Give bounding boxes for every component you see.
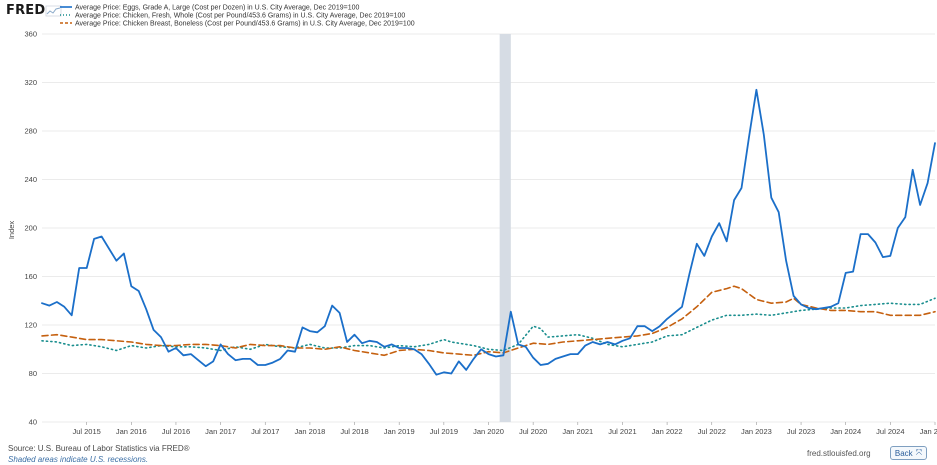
- y-tick-360: 360: [24, 30, 37, 39]
- series-eggs-line: [41, 88, 936, 376]
- fred-logo-text: FRED: [6, 3, 46, 18]
- y-tick-40: 40: [29, 418, 37, 427]
- x-tick-label: Jul 2018: [340, 427, 368, 436]
- x-tick-label: Jul 2022: [698, 427, 726, 436]
- expand-icon: ⤧: [915, 448, 923, 457]
- x-tick-label: Jan 2016: [116, 427, 147, 436]
- x-tick-label: Jul 2021: [608, 427, 636, 436]
- source-note: Source: U.S. Bureau of Labor Statistics …: [8, 444, 190, 453]
- x-tick-label: Jan 2025: [920, 427, 937, 436]
- back-label: Back: [894, 448, 913, 458]
- fred-url[interactable]: fred.stlouisfed.org: [807, 449, 871, 458]
- x-tick-label: Jan 2023: [741, 427, 772, 436]
- y-tick-80: 80: [29, 369, 37, 378]
- x-tick-label: Jan 2024: [830, 427, 861, 436]
- recession-band: [499, 34, 511, 422]
- y-tick-160: 160: [24, 272, 37, 281]
- x-tick-label: Jan 2022: [652, 427, 683, 436]
- x-tick-label: Jul 2016: [162, 427, 190, 436]
- x-tick-label: Jul 2020: [519, 427, 547, 436]
- series-chicken-breast-line: [41, 285, 936, 357]
- series-lines: [41, 88, 936, 376]
- chart-area: Average Price: Eggs, Grade A, Large (Cos…: [7, 5, 937, 437]
- legend-label-2: Average Price: Chicken, Fresh, Whole (Co…: [75, 13, 405, 20]
- fred-logo[interactable]: FRED: [6, 3, 63, 18]
- x-tick-label: Jan 2018: [294, 427, 325, 436]
- x-tick-label: Jan 2021: [562, 427, 593, 436]
- y-tick-280: 280: [24, 127, 37, 136]
- legend: Average Price: Eggs, Grade A, Large (Cos…: [60, 5, 415, 28]
- y-tick-200: 200: [24, 224, 37, 233]
- y-tick-320: 320: [24, 78, 37, 87]
- fred-trend-icon: [45, 5, 62, 16]
- legend-label-1: Average Price: Eggs, Grade A, Large (Cos…: [75, 5, 359, 12]
- x-tick-label: Jan 2017: [205, 427, 236, 436]
- y-axis-label: Index: [7, 221, 16, 240]
- y-tick-240: 240: [24, 175, 37, 184]
- series-whole-chicken-line: [41, 297, 936, 352]
- x-axis: Jul 2015 Jan 2016 Jul 2016 Jan 2017 Jul 2017…: [72, 422, 937, 436]
- x-tick-label: Jan 2020: [473, 427, 504, 436]
- y-tick-120: 120: [24, 321, 37, 330]
- x-tick-label: Jan 2019: [384, 427, 415, 436]
- x-tick-label: Jul 2015: [72, 427, 100, 436]
- x-tick-label: Jul 2019: [430, 427, 458, 436]
- grid: [42, 33, 935, 423]
- y-axis: 40 80 120 160 200 240 280 320 360: [24, 30, 37, 427]
- x-tick-label: Jul 2017: [251, 427, 279, 436]
- recession-shading: [499, 34, 511, 422]
- recession-note: Shaded areas indicate U.S. recessions.: [8, 455, 149, 464]
- x-tick-label: Jul 2023: [787, 427, 815, 436]
- back-button[interactable]: Back ⤧: [890, 446, 927, 460]
- legend-label-3: Average Price: Chicken Breast, Boneless …: [75, 21, 415, 28]
- x-tick-label: Jul 2024: [876, 427, 904, 436]
